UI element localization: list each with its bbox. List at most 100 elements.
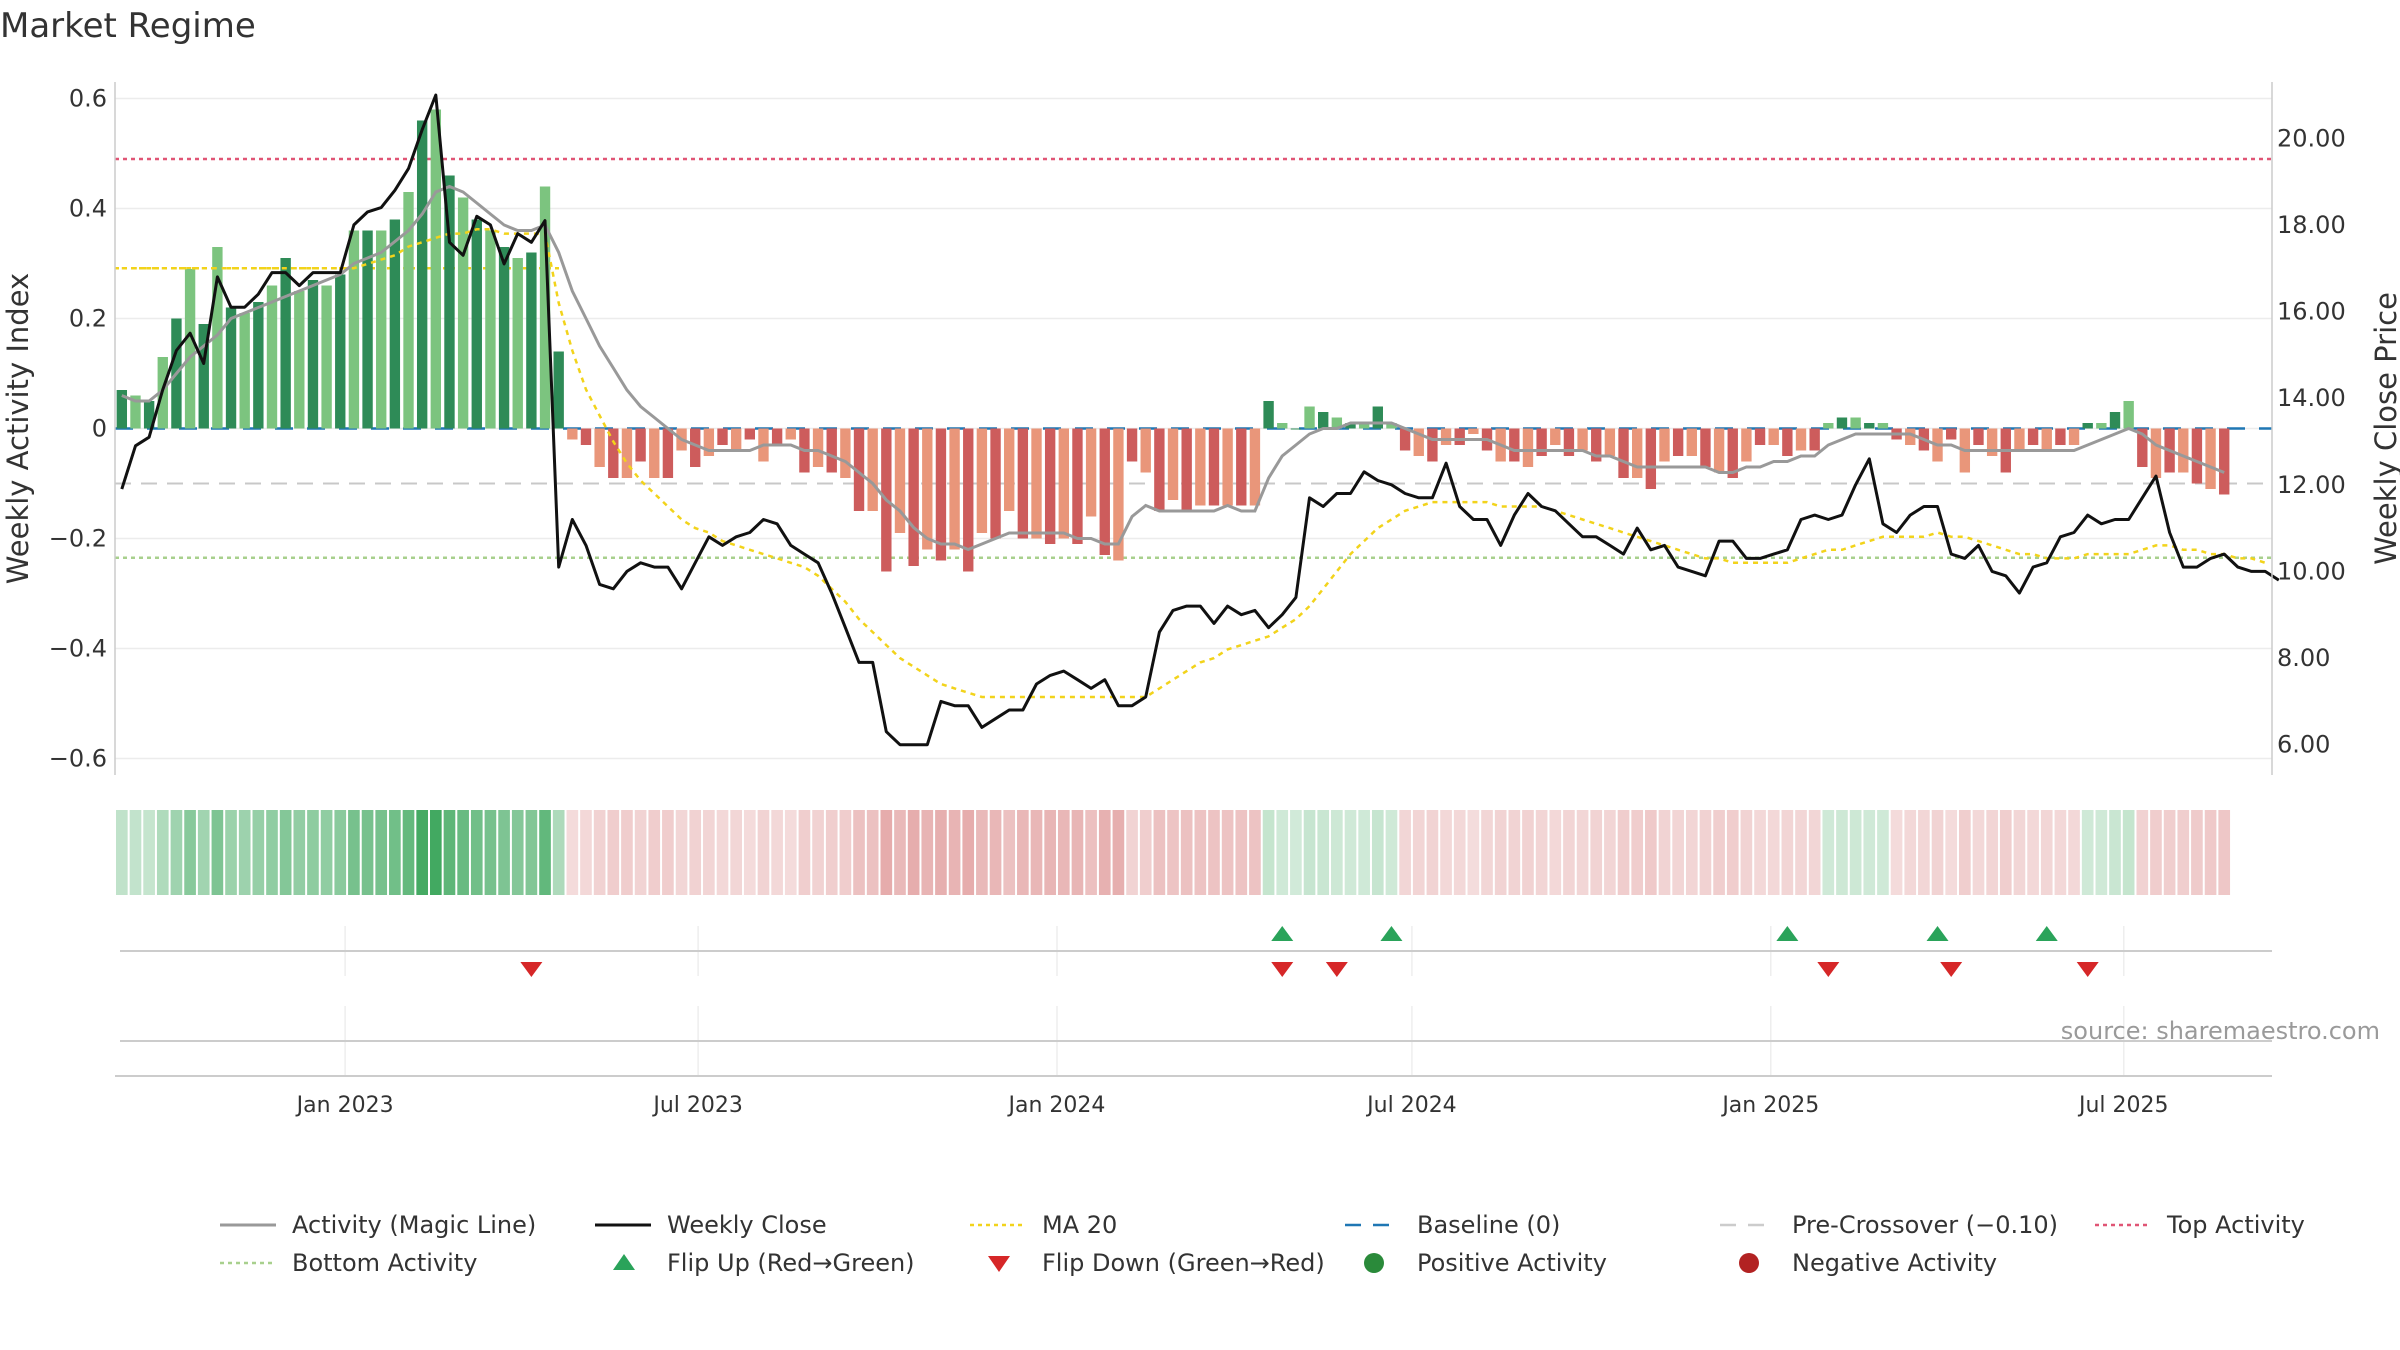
regime-strip-cell-134 (1945, 810, 1958, 895)
regime-strip-cell-32 (552, 810, 565, 895)
weekly-close-line (120, 93, 2280, 747)
regime-strip-cell-80 (1208, 810, 1220, 895)
regime-strip-cell-16 (334, 810, 347, 895)
regime-strip-cell-131 (1904, 810, 1917, 895)
legend-swatch-10 (1739, 1253, 1759, 1273)
activity-bar-20 (389, 219, 401, 429)
y-right-tick-label-0: 20.00 (2277, 124, 2346, 152)
flip-up-marker-4 (2035, 926, 2058, 941)
activity-bar-63 (976, 428, 988, 533)
activity-bar-114 (1672, 428, 1684, 456)
regime-strip-cell-90 (1344, 810, 1357, 895)
activity-bar-128 (1864, 423, 1875, 429)
legend-item-4: Pre-Crossover (−0.10) (1720, 1211, 2058, 1239)
regime-strip-cell-113 (1658, 810, 1671, 895)
regime-strip-cell-102 (1508, 810, 1521, 895)
regime-strip-cell-59 (921, 810, 934, 895)
regime-strip-cell-2 (143, 810, 155, 895)
y-left-tick-label-1: 0.4 (69, 195, 107, 223)
regime-strip-cell-120 (1754, 810, 1766, 895)
activity-bar-45 (730, 428, 742, 451)
legend-label-3: Baseline (0) (1417, 1211, 1560, 1239)
activity-bar-117 (1713, 428, 1725, 473)
y-right-tick-label-1: 18.00 (2277, 211, 2346, 239)
activity-bar-39 (649, 428, 660, 478)
legend-label-2: MA 20 (1042, 1211, 1117, 1239)
y-left-tick-label-3: 0 (92, 415, 107, 443)
regime-strip-cell-136 (1972, 810, 1985, 895)
activity-bar-44 (717, 428, 728, 445)
activity-bar-103 (1522, 428, 1534, 467)
activity-bar-55 (867, 428, 878, 511)
regime-strip-cell-26 (470, 810, 483, 895)
legend-label-4: Pre-Crossover (−0.10) (1792, 1211, 2058, 1239)
activity-bar-57 (894, 428, 906, 533)
regime-strip-cell-129 (1877, 810, 1889, 895)
regime-strip-cell-126 (1836, 810, 1848, 895)
regime-strip-cell-27 (484, 810, 497, 895)
regime-strip-cell-75 (1139, 810, 1152, 895)
flip-up-marker-3 (1926, 926, 1949, 941)
regime-strip-cell-21 (402, 810, 415, 895)
activity-bar-80 (1208, 428, 1220, 506)
activity-bar-118 (1727, 428, 1738, 478)
regime-strip-cell-53 (839, 810, 852, 895)
legend-item-5: Top Activity (2095, 1211, 2305, 1239)
activity-bar-106 (1563, 428, 1575, 456)
activity-bars (116, 109, 2230, 572)
legend-label-0: Activity (Magic Line) (292, 1211, 536, 1239)
regime-strip-cell-38 (634, 810, 647, 895)
activity-bar-19 (376, 230, 387, 429)
regime-strip-cell-107 (1576, 810, 1589, 895)
regime-strip-cell-112 (1645, 810, 1657, 895)
legend: Activity (Magic Line) Weekly Close MA 20 Ba… (220, 1211, 2305, 1277)
activity-bar-137 (1986, 428, 1998, 456)
activity-bar-10 (253, 302, 264, 429)
activity-bar-102 (1509, 428, 1520, 462)
y-right-tick-label-5: 10.00 (2277, 557, 2346, 585)
regime-strip-cell-33 (566, 810, 579, 895)
regime-strip-cell-13 (293, 810, 306, 895)
activity-bar-64 (990, 428, 1001, 539)
activity-bar-27 (485, 230, 496, 429)
activity-bar-89 (1331, 417, 1343, 429)
regime-strip-cell-12 (279, 810, 292, 895)
flip-down-marker-4 (1940, 962, 1963, 977)
regime-strip-cell-82 (1235, 810, 1248, 895)
magic-line (121, 184, 2225, 552)
regime-strip-cell-40 (662, 810, 674, 895)
axes: 0.6 0.4 0.2 0 −0.2 −0.4 −0.6 20.00 18.00 16.00 14.… (1, 82, 2400, 1118)
regime-strip-cell-61 (948, 810, 961, 895)
regime-strip-cell-127 (1849, 810, 1862, 895)
regime-strip-cell-14 (307, 810, 319, 895)
legend-item-3: Baseline (0) (1345, 1211, 1560, 1239)
flip-down-marker-1 (1271, 962, 1294, 977)
legend-item-6: Bottom Activity (220, 1249, 477, 1277)
activity-bar-37 (621, 428, 633, 478)
regime-strip-cell-137 (1986, 810, 1998, 895)
regime-strip-cell-88 (1317, 810, 1330, 895)
activity-bar-31 (539, 186, 551, 429)
y-right-tick-label-3: 14.00 (2277, 384, 2346, 412)
activity-bar-119 (1741, 428, 1752, 462)
activity-bar-73 (1113, 428, 1124, 561)
activity-bar-76 (1154, 428, 1165, 511)
regime-strip-cell-140 (2027, 810, 2039, 895)
regime-strip-cell-119 (1740, 810, 1753, 895)
regime-strip-cell-45 (730, 810, 742, 895)
regime-strip-cell-150 (2163, 810, 2176, 895)
y-right-tick-label-2: 16.00 (2277, 298, 2346, 326)
activity-bar-69 (1058, 428, 1069, 539)
activity-bar-77 (1167, 428, 1179, 500)
regime-strip-cell-76 (1153, 810, 1166, 895)
regime-strip-cell-93 (1385, 810, 1398, 895)
activity-bar-22 (416, 120, 428, 429)
activity-bar-74 (1126, 428, 1138, 462)
regime-strip-cell-144 (2081, 810, 2094, 895)
regime-strip-cell-68 (1044, 810, 1056, 895)
regime-strip-cell-132 (1918, 810, 1930, 895)
legend-swatch-7 (613, 1254, 635, 1270)
activity-bar-147 (2123, 401, 2134, 429)
regime-strip-cell-18 (361, 810, 374, 895)
regime-strip-cell-25 (457, 810, 469, 895)
